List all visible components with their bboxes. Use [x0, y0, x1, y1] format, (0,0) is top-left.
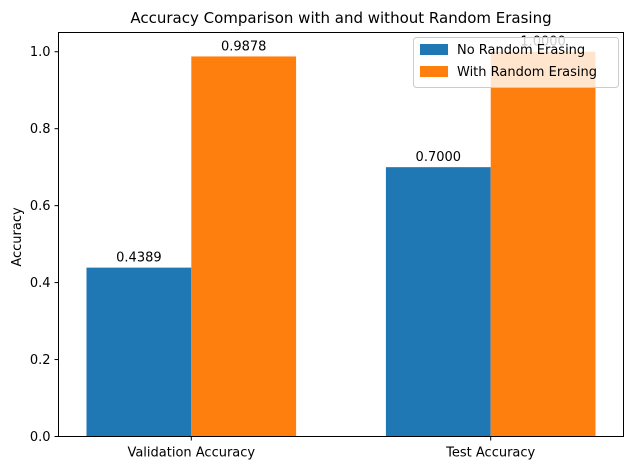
x-tick-label: Test Accuracy: [445, 446, 535, 461]
bar-with-random-erasing-validation-accuracy: [191, 56, 297, 437]
legend-box: [413, 37, 619, 88]
y-tick-label: 0.0: [30, 430, 51, 445]
y-tick-label: 1.0: [30, 45, 51, 60]
legend: No Random Erasing With Random Erasing: [413, 37, 619, 88]
y-axis-label: Accuracy: [10, 207, 25, 267]
y-tick-label: 0.6: [30, 199, 51, 214]
bar-no-random-erasing-validation-accuracy: [86, 267, 192, 437]
bar-with-random-erasing-test-accuracy: [490, 51, 596, 437]
data-label: 0.7000: [416, 150, 462, 165]
data-label: 0.4389: [116, 251, 162, 266]
chart-title: Accuracy Comparison with and without Ran…: [130, 9, 551, 27]
bar-no-random-erasing-test-accuracy: [385, 167, 491, 437]
x-tick-label: Validation Accuracy: [127, 446, 255, 461]
bars-group: [86, 51, 596, 437]
legend-swatch-with-random-erasing: [420, 66, 448, 77]
y-tick-label: 0.2: [30, 353, 51, 368]
y-axis-ticks: 0.0 0.2 0.4 0.6 0.8 1.0: [30, 45, 59, 445]
legend-swatch-no-random-erasing: [420, 44, 448, 55]
legend-label-no-random-erasing: No Random Erasing: [457, 43, 585, 58]
x-axis-ticks: Validation Accuracy Test Accuracy: [127, 436, 536, 461]
legend-label-with-random-erasing: With Random Erasing: [457, 65, 597, 80]
y-tick-label: 0.8: [30, 122, 51, 137]
data-label: 0.9878: [221, 39, 267, 54]
y-tick-label: 0.4: [30, 276, 51, 291]
plot-frame: [58, 32, 624, 437]
